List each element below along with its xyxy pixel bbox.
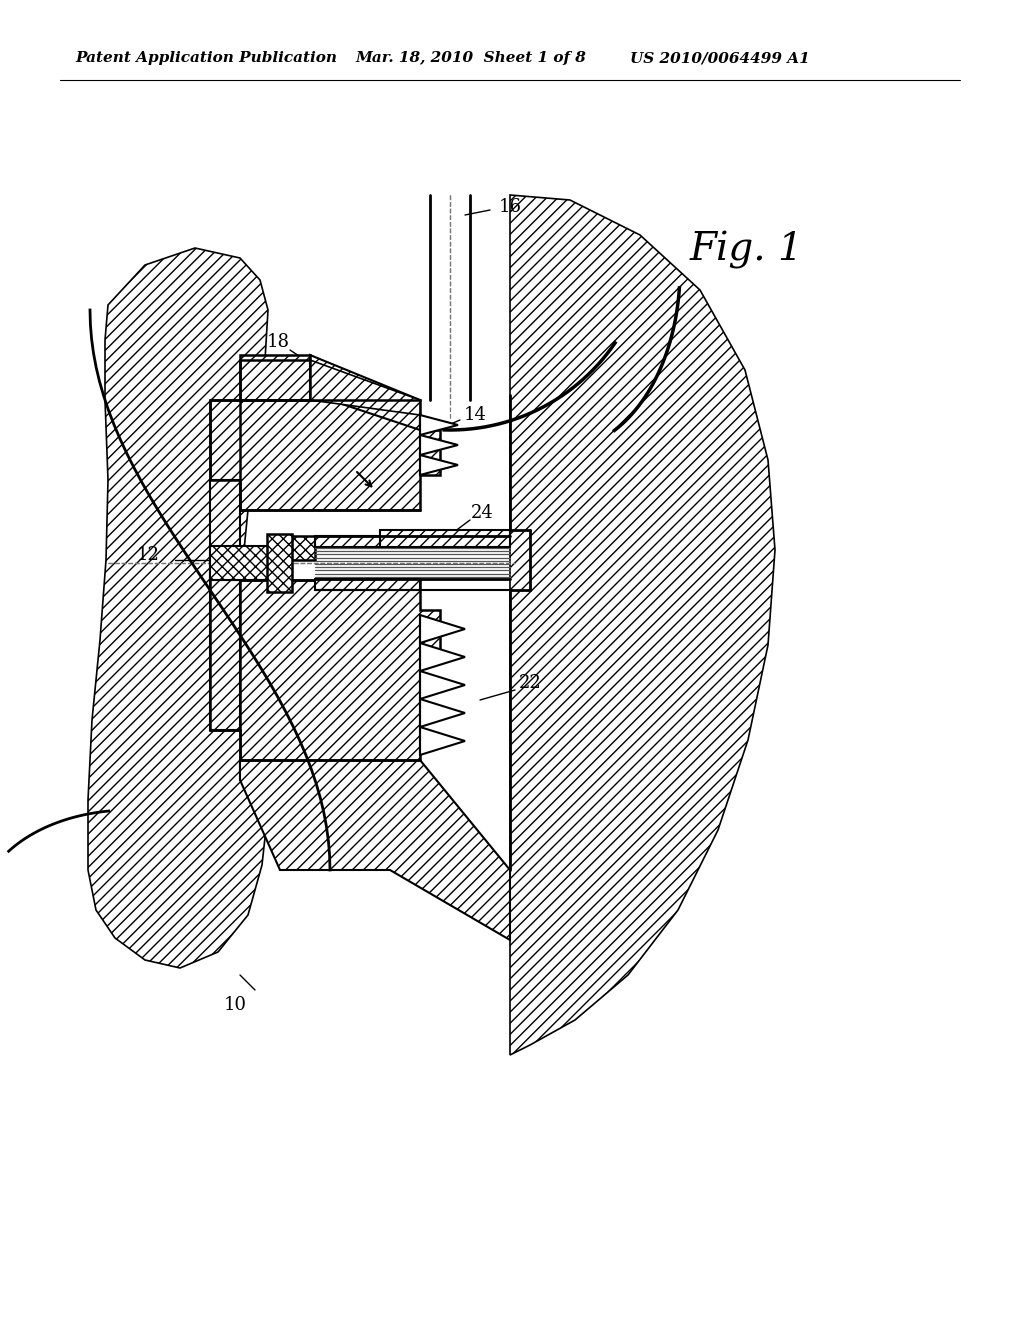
Text: 10: 10 bbox=[223, 997, 247, 1014]
Polygon shape bbox=[210, 400, 440, 510]
Text: 24: 24 bbox=[471, 504, 494, 521]
Polygon shape bbox=[88, 248, 268, 968]
Polygon shape bbox=[420, 436, 458, 455]
Polygon shape bbox=[510, 195, 775, 1055]
Polygon shape bbox=[420, 700, 465, 727]
Polygon shape bbox=[315, 579, 420, 590]
Polygon shape bbox=[420, 414, 458, 436]
Polygon shape bbox=[310, 360, 420, 414]
Polygon shape bbox=[420, 671, 465, 700]
Polygon shape bbox=[210, 480, 240, 579]
Polygon shape bbox=[210, 546, 270, 579]
Text: 16: 16 bbox=[499, 198, 521, 216]
Text: Patent Application Publication: Patent Application Publication bbox=[75, 51, 337, 65]
Text: 20: 20 bbox=[344, 471, 367, 488]
Polygon shape bbox=[380, 531, 510, 546]
Polygon shape bbox=[240, 760, 420, 780]
Text: Mar. 18, 2010  Sheet 1 of 8: Mar. 18, 2010 Sheet 1 of 8 bbox=[355, 51, 586, 65]
Polygon shape bbox=[420, 615, 465, 643]
Polygon shape bbox=[420, 643, 465, 671]
Polygon shape bbox=[267, 535, 292, 591]
Polygon shape bbox=[210, 579, 240, 730]
Text: Fig. 1: Fig. 1 bbox=[690, 231, 804, 269]
Text: US 2010/0064499 A1: US 2010/0064499 A1 bbox=[630, 51, 810, 65]
Polygon shape bbox=[288, 536, 315, 560]
Text: 14: 14 bbox=[464, 407, 486, 424]
Polygon shape bbox=[210, 579, 440, 760]
Polygon shape bbox=[420, 455, 458, 475]
Polygon shape bbox=[420, 727, 465, 755]
Text: 22: 22 bbox=[518, 675, 542, 692]
Polygon shape bbox=[240, 355, 310, 400]
Polygon shape bbox=[240, 760, 510, 940]
Polygon shape bbox=[310, 355, 420, 430]
Text: 18: 18 bbox=[266, 333, 290, 351]
Polygon shape bbox=[315, 536, 420, 546]
Text: 12: 12 bbox=[136, 546, 160, 564]
